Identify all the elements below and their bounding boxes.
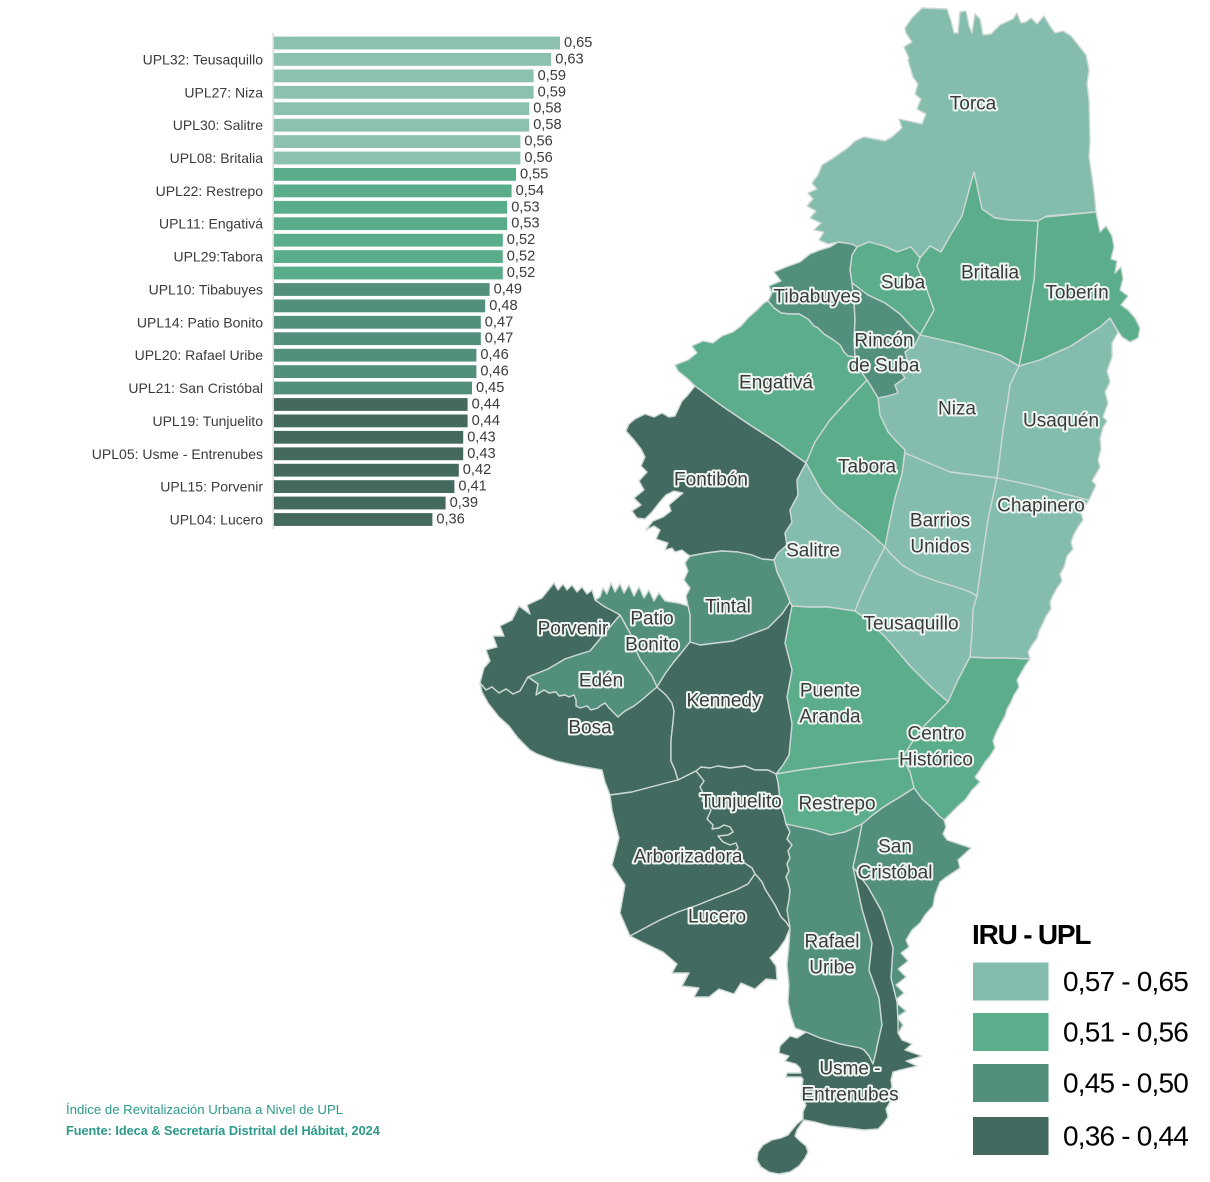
svg-text:Histórico: Histórico xyxy=(899,750,973,771)
svg-text:0,47: 0,47 xyxy=(485,314,513,330)
svg-text:Unidos: Unidos xyxy=(910,537,969,558)
svg-text:0,48: 0,48 xyxy=(489,298,517,314)
svg-text:0,58: 0,58 xyxy=(533,101,561,117)
svg-text:Tunjuelito: Tunjuelito xyxy=(700,792,782,813)
svg-text:San: San xyxy=(878,837,912,858)
svg-text:UPL15: Porvenir: UPL15: Porvenir xyxy=(160,479,263,495)
svg-text:Lucero: Lucero xyxy=(688,907,746,928)
svg-text:0,65: 0,65 xyxy=(564,35,592,51)
svg-text:0,52: 0,52 xyxy=(507,232,535,248)
svg-text:0,52: 0,52 xyxy=(507,249,535,265)
svg-text:0,53: 0,53 xyxy=(511,199,539,215)
svg-text:Cristóbal: Cristóbal xyxy=(858,863,933,884)
svg-text:0,43: 0,43 xyxy=(467,429,495,445)
svg-text:0,63: 0,63 xyxy=(555,51,583,67)
svg-text:0,36 - 0,44: 0,36 - 0,44 xyxy=(1063,1121,1188,1152)
svg-text:Usme -: Usme - xyxy=(819,1059,880,1080)
svg-text:Fuente: Ideca & Secretaría Dis: Fuente: Ideca & Secretaría Distrital del… xyxy=(66,1124,380,1138)
svg-text:Uribe: Uribe xyxy=(809,958,854,979)
svg-text:Rincón: Rincón xyxy=(854,331,913,352)
svg-text:Suba: Suba xyxy=(881,273,926,294)
svg-text:Restrepo: Restrepo xyxy=(798,794,875,815)
svg-text:0,57 - 0,65: 0,57 - 0,65 xyxy=(1063,966,1188,997)
svg-text:0,41: 0,41 xyxy=(458,479,486,495)
svg-text:Bosa: Bosa xyxy=(568,718,612,739)
svg-text:UPL20: Rafael Uribe: UPL20: Rafael Uribe xyxy=(135,347,264,363)
svg-text:UPL14: Patio Bonito: UPL14: Patio Bonito xyxy=(137,314,263,330)
svg-text:Patio: Patio xyxy=(630,609,673,630)
svg-text:0,47: 0,47 xyxy=(485,331,513,347)
svg-text:de Suba: de Suba xyxy=(849,356,920,377)
svg-text:0,56: 0,56 xyxy=(524,150,552,166)
svg-text:0,54: 0,54 xyxy=(516,183,544,199)
svg-text:0,51 - 0,56: 0,51 - 0,56 xyxy=(1063,1017,1188,1048)
svg-text:UPL19: Tunjuelito: UPL19: Tunjuelito xyxy=(152,413,263,429)
svg-text:Torca: Torca xyxy=(950,94,997,115)
svg-text:Porvenir: Porvenir xyxy=(538,619,609,640)
svg-text:0,53: 0,53 xyxy=(511,216,539,232)
svg-text:0,43: 0,43 xyxy=(467,446,495,462)
svg-text:UPL11: Engativá: UPL11: Engativá xyxy=(159,216,263,232)
svg-text:UPL10: Tibabuyes: UPL10: Tibabuyes xyxy=(149,281,263,297)
svg-text:Tibabuyes: Tibabuyes xyxy=(774,287,861,308)
svg-text:UPL22: Restrepo: UPL22: Restrepo xyxy=(156,183,264,199)
svg-text:Bonito: Bonito xyxy=(625,635,679,656)
svg-text:UPL32: Teusaquillo: UPL32: Teusaquillo xyxy=(143,51,264,67)
svg-text:UPL08: Britalia: UPL08: Britalia xyxy=(170,150,264,166)
svg-text:0,45: 0,45 xyxy=(476,380,504,396)
svg-text:UPL04: Lucero: UPL04: Lucero xyxy=(170,512,264,528)
svg-text:Tabora: Tabora xyxy=(838,457,897,478)
svg-text:Puente: Puente xyxy=(800,681,860,702)
svg-text:0,46: 0,46 xyxy=(480,347,508,363)
svg-text:0,39: 0,39 xyxy=(450,495,478,511)
svg-text:0,49: 0,49 xyxy=(494,281,522,297)
svg-text:0,44: 0,44 xyxy=(472,413,500,429)
svg-text:Chapinero: Chapinero xyxy=(997,496,1085,517)
svg-text:Usaquén: Usaquén xyxy=(1023,411,1099,432)
svg-text:UPL27: Niza: UPL27: Niza xyxy=(184,84,263,100)
svg-text:Tintal: Tintal xyxy=(705,597,751,618)
svg-text:0,59: 0,59 xyxy=(538,68,566,84)
svg-text:0,44: 0,44 xyxy=(472,397,500,413)
svg-text:0,55: 0,55 xyxy=(520,166,548,182)
svg-text:0,52: 0,52 xyxy=(507,265,535,281)
svg-text:IRU - UPL: IRU - UPL xyxy=(972,919,1091,950)
svg-text:Salitre: Salitre xyxy=(786,541,840,562)
svg-text:UPL21: San Cristóbal: UPL21: San Cristóbal xyxy=(128,380,263,396)
svg-text:Índice de Revitalización Urban: Índice de Revitalización Urbana a Nivel … xyxy=(66,1102,343,1117)
svg-text:Rafael: Rafael xyxy=(805,932,860,953)
svg-text:0,56: 0,56 xyxy=(524,134,552,150)
svg-text:Fontibón: Fontibón xyxy=(674,470,748,491)
svg-text:UPL30: Salitre: UPL30: Salitre xyxy=(173,117,263,133)
svg-text:0,36: 0,36 xyxy=(436,512,464,528)
svg-text:Kennedy: Kennedy xyxy=(686,691,762,712)
svg-text:Edén: Edén xyxy=(579,671,623,692)
svg-text:Teusaquillo: Teusaquillo xyxy=(863,614,958,635)
svg-text:0,45 - 0,50: 0,45 - 0,50 xyxy=(1063,1068,1188,1099)
svg-text:Aranda: Aranda xyxy=(799,707,861,728)
svg-text:Engativá: Engativá xyxy=(739,373,813,394)
svg-text:Britalia: Britalia xyxy=(961,263,1020,284)
svg-text:UPL05: Usme - Entrenubes: UPL05: Usme - Entrenubes xyxy=(92,446,263,462)
svg-text:0,46: 0,46 xyxy=(480,364,508,380)
svg-text:0,59: 0,59 xyxy=(538,84,566,100)
svg-text:UPL29:Tabora: UPL29:Tabora xyxy=(173,249,263,265)
svg-text:Toberín: Toberín xyxy=(1045,283,1108,304)
svg-text:Centro: Centro xyxy=(907,724,964,745)
svg-text:0,42: 0,42 xyxy=(463,462,491,478)
svg-text:Niza: Niza xyxy=(938,399,976,420)
svg-text:Entrenubes: Entrenubes xyxy=(801,1085,898,1106)
svg-text:0,58: 0,58 xyxy=(533,117,561,133)
svg-text:Barrios: Barrios xyxy=(910,511,970,532)
svg-text:Arborizadora: Arborizadora xyxy=(634,847,743,868)
